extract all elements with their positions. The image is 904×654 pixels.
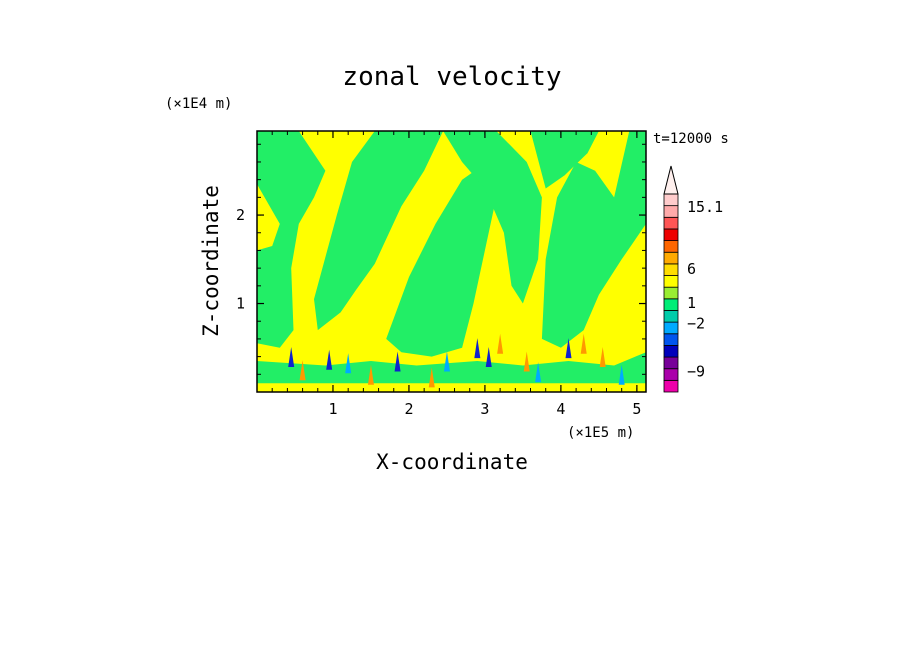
colorbar-swatch — [663, 310, 679, 323]
plot-area — [257, 131, 646, 392]
colorbar-label: −9 — [687, 363, 705, 381]
colorbar-swatch — [663, 321, 679, 335]
colorbar-swatch — [663, 298, 679, 311]
field-feature-blue — [565, 338, 572, 359]
time-label: t=12000 s — [653, 131, 729, 147]
x-tick-label: 1 — [328, 400, 337, 418]
x-tick-label: 5 — [632, 400, 641, 418]
field-feature-blue — [288, 347, 295, 368]
colorbar-swatch — [663, 356, 679, 370]
colorbar-label: −2 — [687, 315, 705, 333]
y-axis-label: Z-coordinate — [199, 185, 223, 337]
field-feature-orange — [428, 367, 435, 388]
colorbar-swatch — [663, 228, 679, 241]
field-region-green-2 — [386, 153, 501, 357]
colorbar-swatch — [663, 240, 679, 253]
y-tick-label: 1 — [236, 295, 245, 313]
colorbar-swatch — [663, 205, 679, 218]
x-tick-label: 4 — [556, 400, 565, 418]
field-region-green-6 — [257, 352, 646, 384]
x-scale-label: (×1E5 m) — [567, 425, 634, 441]
field-feature-cyan — [618, 364, 625, 385]
colorbar-arrow — [663, 165, 679, 195]
x-tick-label: 3 — [480, 400, 489, 418]
field-feature-orange — [580, 333, 587, 354]
colorbar-labels: 15.1 6 1 −2 −9 — [687, 198, 723, 381]
colorbar-swatch — [663, 286, 679, 300]
colorbar-swatch — [663, 379, 679, 393]
field-feature-orange — [523, 351, 530, 372]
field-region-green-5 — [530, 131, 599, 189]
field-feature-orange — [367, 364, 374, 385]
field-feature-orange — [497, 333, 504, 354]
field-region-green-4 — [541, 131, 646, 348]
field-feature-blue — [326, 349, 333, 370]
field-feature-cyan — [345, 353, 352, 374]
field-feature-orange — [599, 347, 606, 368]
x-tick-label: 2 — [404, 400, 413, 418]
chart-title: zonal velocity — [342, 62, 561, 92]
plot-frame — [256, 130, 647, 393]
y-tick-label: 2 — [236, 206, 245, 224]
colorbar-swatch — [663, 193, 679, 207]
field-feature-blue — [474, 338, 481, 359]
colorbar-swatch — [663, 275, 679, 288]
colorbar-swatch — [663, 368, 679, 381]
field-feature-cyan — [535, 362, 542, 383]
x-axis-ticks: 1 2 3 4 5 — [271, 131, 641, 418]
colorbar-swatch — [663, 216, 679, 230]
colorbar-label: 1 — [687, 294, 696, 312]
y-scale-label: (×1E4 m) — [165, 96, 232, 112]
colorbar-swatch — [663, 333, 679, 346]
field-feature-blue — [485, 347, 492, 368]
colorbar-label: 6 — [687, 260, 696, 278]
field-region-green-3 — [443, 131, 542, 304]
y-axis-ticks: 12 — [236, 143, 646, 375]
field-feature-blue — [394, 351, 401, 372]
colorbar-swatch — [663, 251, 679, 265]
x-axis-label: X-coordinate — [376, 450, 528, 474]
field-feature-cyan — [443, 351, 450, 372]
field-feature-orange — [299, 360, 306, 381]
colorbar-swatch — [663, 263, 679, 276]
colorbar-label: 15.1 — [687, 198, 723, 216]
field-region-green-0 — [257, 131, 326, 348]
field-region-green-1 — [314, 131, 444, 331]
colorbar-swatch — [663, 345, 679, 358]
colorbar — [663, 165, 679, 393]
